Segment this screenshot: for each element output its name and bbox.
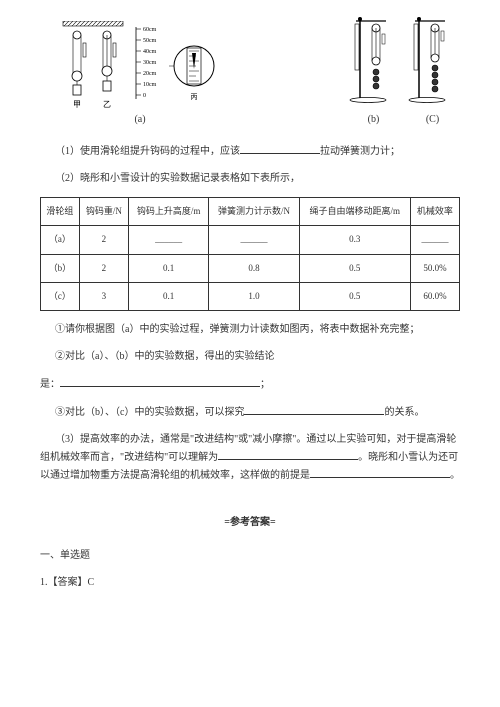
ruler-svg: 60cm 50cm 40cm 30cm 20cm 10cm 0 bbox=[133, 21, 167, 111]
th-4: 绳子自由端移动距离/m bbox=[299, 198, 410, 226]
cell: （b） bbox=[41, 254, 80, 282]
q2-3a: ③对比（b）、（c）中的实验数据，可以探究 bbox=[55, 407, 244, 418]
figure-c: (C) bbox=[405, 16, 460, 128]
q1-suffix: 拉动弹簧测力计； bbox=[320, 146, 400, 157]
q2-3b: 的关系。 bbox=[384, 407, 424, 418]
section-1: 一、单选题 bbox=[40, 547, 460, 564]
table-row: （b） 2 0.1 0.8 0.5 50.0% bbox=[41, 254, 460, 282]
cell: 2 bbox=[79, 254, 128, 282]
cell: 2 bbox=[79, 226, 128, 254]
cell: 0.3 bbox=[299, 226, 410, 254]
th-2: 钩码上升高度/m bbox=[128, 198, 208, 226]
cell: 50.0% bbox=[410, 254, 459, 282]
th-3: 弹簧测力计示数/N bbox=[209, 198, 299, 226]
table-row: （c） 3 0.1 1.0 0.5 60.0% bbox=[41, 282, 460, 310]
q2-1: ①请你根据图（a）中的实验过程，弹簧测力计读数如图丙，将表中数据补充完整； bbox=[40, 321, 460, 338]
svg-text:20cm: 20cm bbox=[143, 71, 157, 77]
figure-a-label: (a) bbox=[40, 111, 240, 128]
cell: 1.0 bbox=[209, 282, 299, 310]
svg-text:10cm: 10cm bbox=[143, 82, 157, 88]
cell: 0.5 bbox=[299, 282, 410, 310]
th-0: 滑轮组 bbox=[41, 198, 80, 226]
th-1: 钩码重/N bbox=[79, 198, 128, 226]
svg-text:50cm: 50cm bbox=[143, 38, 157, 44]
svg-text:丙: 丙 bbox=[191, 93, 198, 101]
q3-blank2 bbox=[310, 466, 450, 478]
cell: 0.5 bbox=[299, 254, 410, 282]
svg-text:60cm: 60cm bbox=[143, 27, 157, 33]
svg-text:甲: 甲 bbox=[73, 100, 81, 109]
q3-line: （3）提高效率的办法，通常是"改进结构"或"减小摩擦"。通过以上实验可知，对于提… bbox=[40, 431, 460, 484]
gauge-svg: 丙 bbox=[169, 21, 219, 111]
q2-3-line: ③对比（b）、（c）中的实验数据，可以探究 的关系。 bbox=[40, 403, 460, 421]
cell: 0.1 bbox=[128, 254, 208, 282]
cell: ______ bbox=[209, 226, 299, 254]
figure-c-label: (C) bbox=[405, 111, 460, 128]
q2-2c: ； bbox=[260, 379, 270, 390]
q1-text: （1）使用滑轮组提升钩码的过程中，应该 拉动弹簧测力计； bbox=[40, 142, 460, 160]
cell: 60.0% bbox=[410, 282, 459, 310]
th-5: 机械效率 bbox=[410, 198, 459, 226]
cell: ______ bbox=[410, 226, 459, 254]
svg-text:0: 0 bbox=[143, 93, 146, 99]
figure-b-label: (b) bbox=[346, 111, 401, 128]
cell: ______ bbox=[128, 226, 208, 254]
cell: 0.8 bbox=[209, 254, 299, 282]
svg-text:30cm: 30cm bbox=[143, 60, 157, 66]
data-table: 滑轮组 钩码重/N 钩码上升高度/m 弹簧测力计示数/N 绳子自由端移动距离/m… bbox=[40, 197, 460, 311]
table-row: （a） 2 ______ ______ 0.3 ______ bbox=[41, 226, 460, 254]
pulley-a-svg: 甲 乙 bbox=[61, 21, 131, 111]
q3-blank1 bbox=[218, 448, 358, 460]
q2-intro: （2）晓彤和小雪设计的实验数据记录表格如下表所示， bbox=[40, 170, 460, 187]
figure-a: 甲 乙 60cm 50cm 40cm 30cm 20cm bbox=[40, 21, 240, 128]
figure-b: (b) bbox=[346, 16, 401, 128]
q2-2a: ②对比（a）、（b）中的实验数据，得出的实验结论 bbox=[40, 348, 460, 365]
cell: （c） bbox=[41, 282, 80, 310]
cell: 0.1 bbox=[128, 282, 208, 310]
q1-blank bbox=[240, 142, 320, 154]
q2-2b-line: 是： ； bbox=[40, 375, 460, 393]
figures-row: 甲 乙 60cm 50cm 40cm 30cm 20cm bbox=[40, 18, 460, 128]
cell: （a） bbox=[41, 226, 80, 254]
svg-text:40cm: 40cm bbox=[143, 49, 157, 55]
q2-3-blank bbox=[244, 403, 384, 415]
table-header-row: 滑轮组 钩码重/N 钩码上升高度/m 弹簧测力计示数/N 绳子自由端移动距离/m… bbox=[41, 198, 460, 226]
svg-text:乙: 乙 bbox=[103, 100, 111, 109]
q1-prefix: （1）使用滑轮组提升钩码的过程中，应该 bbox=[55, 146, 240, 157]
q2-2b: 是： bbox=[40, 379, 60, 390]
cell: 3 bbox=[79, 282, 128, 310]
answer-1: 1.【答案】C bbox=[40, 574, 460, 591]
figure-bc: (b) (C) bbox=[252, 16, 460, 128]
q2-2-blank bbox=[60, 375, 260, 387]
q3c: 。 bbox=[450, 470, 460, 481]
answer-title: =参考答案= bbox=[40, 514, 460, 531]
